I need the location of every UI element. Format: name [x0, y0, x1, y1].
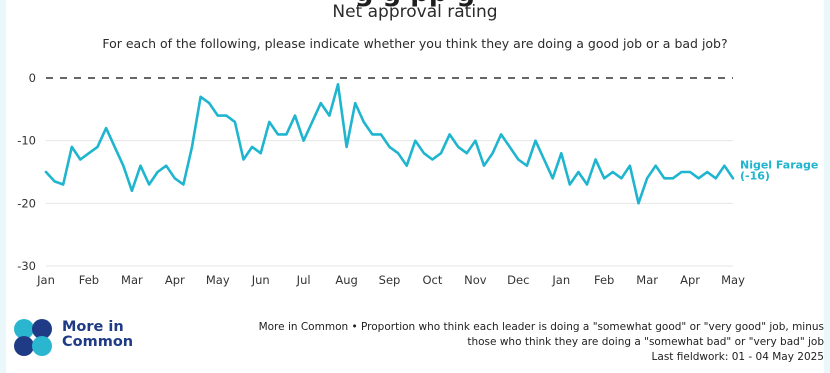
y-tick-label: -30 — [17, 259, 36, 273]
source-line-2: those who think they are doing a "somewh… — [467, 336, 824, 348]
source-line-1: More in Common • Proportion who think ea… — [258, 321, 824, 333]
brand-name: More in Common — [62, 320, 133, 350]
series-line — [44, 83, 735, 205]
series-name-label: Nigel Farage — [740, 158, 818, 171]
y-axis-tick-labels: 0 -10 -20 -30 — [17, 71, 36, 273]
series-lines — [44, 83, 735, 205]
brand-line-1: More in — [62, 319, 124, 335]
y-tick-label: -20 — [17, 196, 36, 210]
y-tick-label: 0 — [29, 71, 36, 85]
x-tick-label: Jan — [551, 273, 570, 287]
x-tick-label: May — [206, 273, 230, 287]
x-tick-label: Feb — [79, 273, 99, 287]
y-tick-label: -10 — [17, 134, 36, 148]
x-tick-label: Dec — [507, 273, 529, 287]
source-line-3: Last fieldwork: 01 - 04 May 2025 — [651, 351, 824, 363]
x-tick-label: Nov — [464, 273, 487, 287]
x-axis-tick-labels: Jan Feb Mar Apr May Jun Jul Aug Sep Oct Nov Dec Jan F… — [36, 273, 745, 287]
series-value-label: (-16) — [740, 169, 770, 182]
x-tick-label: Jul — [296, 273, 311, 287]
series-end-labels: Nigel Farage(-16) — [740, 158, 818, 182]
logo-mark-icon — [14, 319, 52, 356]
x-tick-label: Apr — [680, 273, 700, 287]
brand-line-2: Common — [62, 334, 134, 350]
cut-off-title: g g pp g — [0, 0, 830, 8]
x-tick-label: Jun — [251, 273, 270, 287]
grid-lines — [46, 140, 733, 267]
survey-question: For each of the following, please indica… — [102, 36, 728, 51]
x-tick-label: May — [721, 273, 745, 287]
x-tick-label: Oct — [422, 273, 442, 287]
x-tick-label: Aug — [335, 273, 357, 287]
chart-subtitle: Net approval rating — [332, 2, 498, 22]
x-tick-label: Mar — [121, 273, 143, 287]
x-tick-label: Sep — [379, 273, 401, 287]
source-note: More in Common • Proportion who think ea… — [164, 320, 824, 365]
more-in-common-logo[interactable]: More in Common — [10, 316, 150, 360]
x-tick-label: Feb — [594, 273, 614, 287]
x-tick-label: Mar — [636, 273, 658, 287]
x-tick-label: Jan — [36, 273, 55, 287]
x-tick-label: Apr — [165, 273, 185, 287]
